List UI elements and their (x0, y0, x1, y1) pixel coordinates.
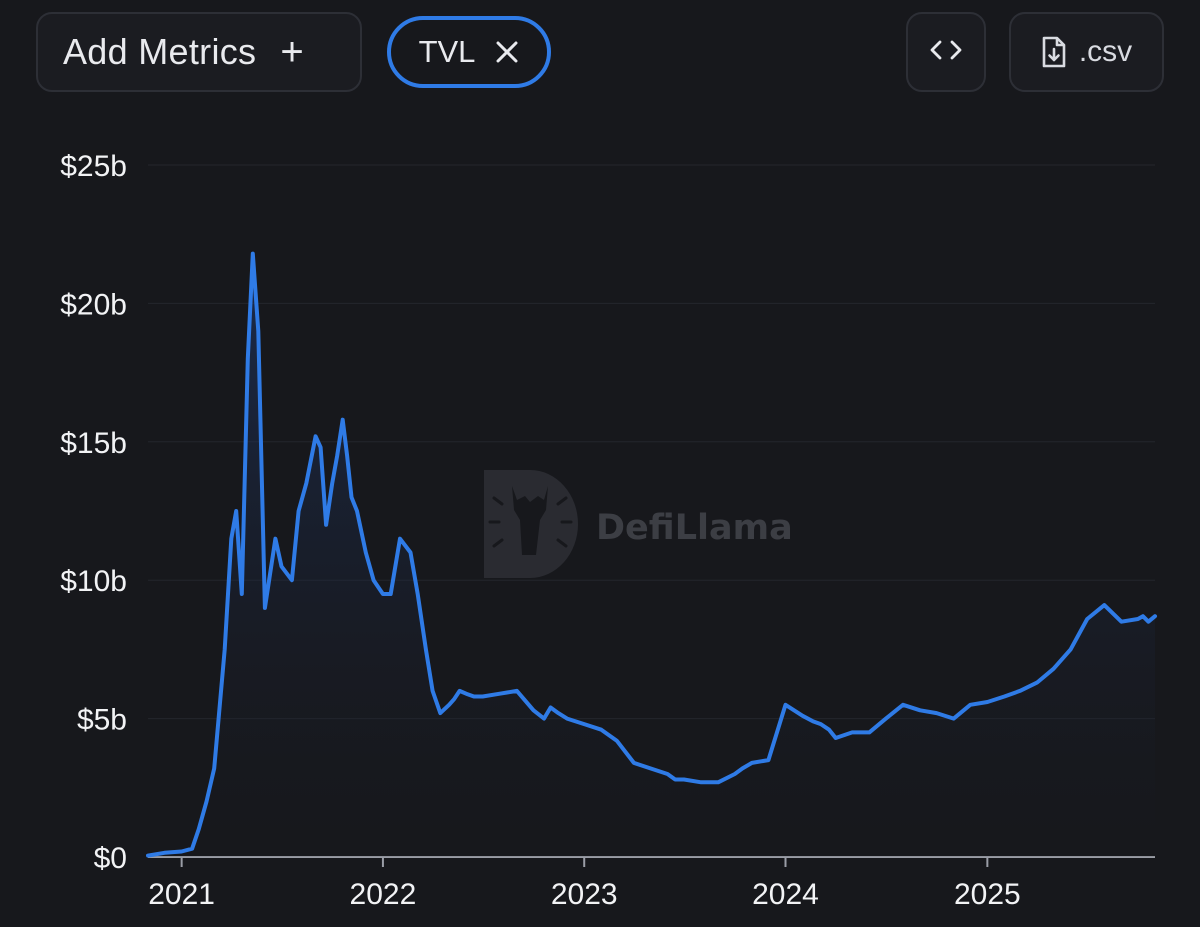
x-tick-label: 2021 (148, 878, 215, 911)
llama-logo (484, 470, 578, 578)
embed-code-button[interactable] (906, 12, 986, 92)
y-tick-label: $5b (77, 704, 127, 737)
add-metrics-label: Add Metrics (63, 31, 257, 72)
tvl-line (146, 251, 1157, 858)
x-tick-label: 2025 (954, 878, 1021, 911)
tvl-area (148, 253, 1155, 858)
tvl-metric-chip[interactable]: TVL (387, 16, 551, 88)
x-tick-label: 2023 (551, 878, 618, 911)
y-axis: $0 $5b $10b $15b $20b $25b (60, 150, 127, 875)
file-download-icon (1041, 35, 1067, 69)
watermark-text: DefiLlama (596, 508, 793, 548)
code-icon (929, 38, 963, 67)
watermark: DefiLlama (484, 470, 793, 578)
x-tick-label: 2024 (752, 878, 819, 911)
y-tick-label: $15b (60, 427, 127, 460)
y-tick-label: $10b (60, 565, 127, 598)
tvl-metric-label: TVL (418, 34, 476, 69)
download-csv-button[interactable]: .csv (1009, 12, 1164, 92)
csv-label: .csv (1078, 35, 1133, 68)
x-tick-label: 2022 (350, 878, 417, 911)
y-tick-label: $25b (60, 150, 127, 183)
y-tick-label: $0 (94, 842, 127, 875)
close-icon[interactable] (495, 40, 519, 64)
plus-icon: + (280, 30, 305, 74)
y-tick-label: $20b (60, 288, 127, 321)
add-metrics-button[interactable]: Add Metrics + (36, 12, 362, 92)
x-axis: 2021 2022 2023 2024 2025 (148, 856, 1155, 911)
